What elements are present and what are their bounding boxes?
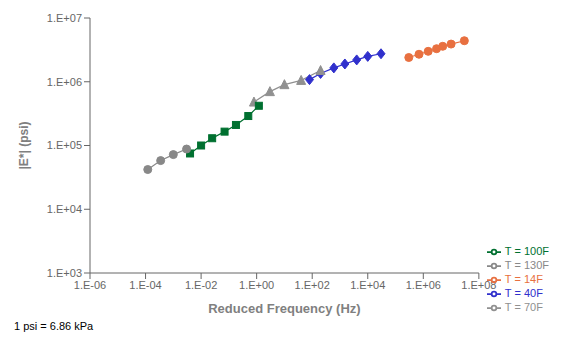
svg-text:1.E+03: 1.E+03 bbox=[47, 267, 82, 279]
svg-text:|E*| (psi): |E*| (psi) bbox=[17, 121, 31, 169]
svg-text:1.E+06: 1.E+06 bbox=[47, 76, 82, 88]
html-text:1 psi = 6.86 kPa: 1 psi = 6.86 kPa bbox=[14, 320, 94, 332]
svg-text:1.E-02: 1.E-02 bbox=[185, 279, 217, 291]
svg-text:Reduced Frequency (Hz): Reduced Frequency (Hz) bbox=[208, 301, 360, 316]
html-text:T = 130F: T = 130F bbox=[504, 258, 549, 271]
svg-text:1.E+05: 1.E+05 bbox=[47, 139, 82, 151]
svg-text:1.E+08: 1.E+08 bbox=[461, 279, 496, 291]
svg-text:1.E-06: 1.E-06 bbox=[74, 279, 106, 291]
html-text:T = 14F: T = 14F bbox=[504, 272, 543, 285]
svg-text:1.E+00: 1.E+00 bbox=[239, 279, 274, 291]
svg-text:1.E+06: 1.E+06 bbox=[406, 279, 441, 291]
svg-text:1.E+04: 1.E+04 bbox=[47, 203, 82, 215]
svg-text:1.E-04: 1.E-04 bbox=[129, 279, 161, 291]
html-text:T = 100F: T = 100F bbox=[504, 244, 549, 257]
svg-text:1.E+02: 1.E+02 bbox=[295, 279, 330, 291]
svg-text:1.E+04: 1.E+04 bbox=[350, 279, 385, 291]
html-text:T = 40F: T = 40F bbox=[504, 286, 543, 299]
html-text:T = 70F: T = 70F bbox=[504, 300, 543, 313]
svg-text:1.E+07: 1.E+07 bbox=[47, 12, 82, 24]
